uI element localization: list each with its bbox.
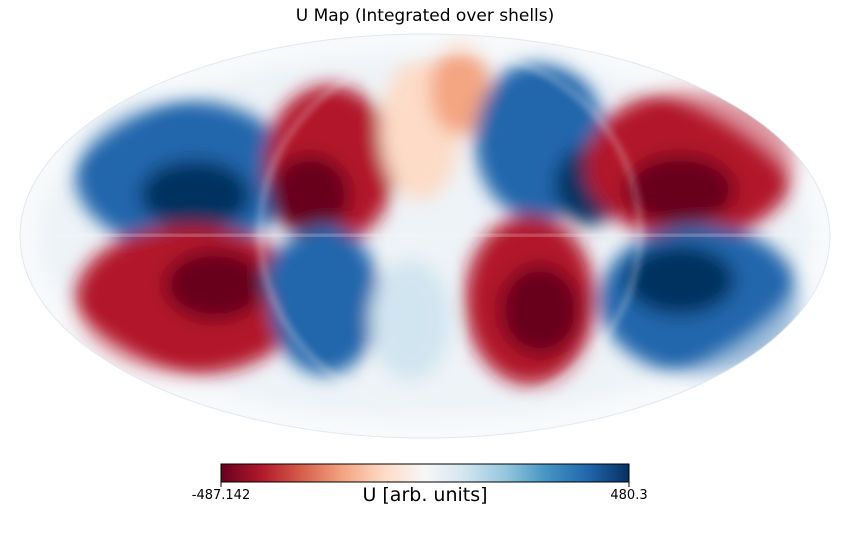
colorbar-max-label: 480.3 <box>610 488 648 503</box>
colorbar-gradient <box>220 463 630 483</box>
map-outline <box>19 33 831 439</box>
colorbar-min-label: -487.142 <box>191 488 251 503</box>
colorbar-axis-label: U [arb. units] <box>362 484 488 506</box>
map-title: U Map (Integrated over shells) <box>295 6 555 26</box>
colorbar <box>220 463 630 487</box>
